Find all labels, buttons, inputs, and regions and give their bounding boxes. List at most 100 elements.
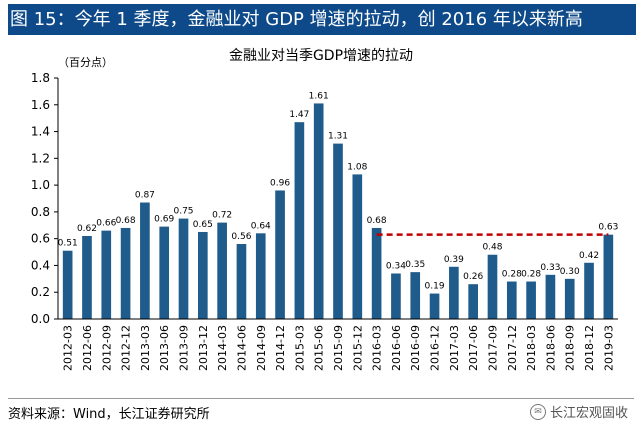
bar <box>159 226 170 319</box>
bar-value-label: 0.42 <box>579 251 599 261</box>
bar-value-label: 1.08 <box>347 162 367 172</box>
bar-value-label: 0.30 <box>560 267 580 277</box>
watermark: ✉ 长江宏观固收 <box>529 402 628 421</box>
x-axis: 2012-03 2012-06 2012-09 2012-12 2013-03 2013-… <box>58 318 618 371</box>
bar <box>120 227 131 319</box>
bar-value-label: 0.69 <box>154 215 174 225</box>
bar-value-label: 0.48 <box>482 243 502 253</box>
x-tick-label: 2019-03 <box>602 325 615 371</box>
x-tick-label: 2013-12 <box>197 325 210 371</box>
chart-title: 金融业对当季GDP增速的拉动 <box>229 48 413 64</box>
y-tick-label: 0.4 <box>31 258 50 272</box>
x-tick-label: 2014-06 <box>235 325 248 371</box>
bar-value-label: 0.28 <box>521 270 541 280</box>
bar <box>487 254 498 319</box>
x-tick-label: 2013-06 <box>158 325 171 371</box>
bar <box>545 274 556 319</box>
x-tick-label: 2015-09 <box>332 325 345 371</box>
x-tick-label: 2014-09 <box>255 325 268 371</box>
y-tick-label: 1.0 <box>31 178 50 192</box>
x-tick-label: 2014-03 <box>216 325 229 371</box>
y-tick-label: 0.2 <box>31 285 50 299</box>
source-note: 资料来源：Wind，长江证券研究所 <box>8 407 210 422</box>
footer-divider <box>8 398 634 399</box>
bar-value-label: 0.35 <box>405 260 425 270</box>
watermark-text: 长江宏观固收 <box>549 406 628 421</box>
x-tick-label: 2018-06 <box>544 325 557 371</box>
bar <box>313 103 324 319</box>
bar-value-label: 0.87 <box>135 191 155 201</box>
bar-value-label: 0.63 <box>598 223 618 233</box>
bar-value-label: 0.68 <box>116 216 136 226</box>
x-tick-label: 2017-12 <box>506 325 519 371</box>
y-tick-label: 1.8 <box>31 71 50 85</box>
bar <box>255 233 266 319</box>
bar <box>101 230 112 319</box>
bar-value-label: 1.31 <box>328 132 348 142</box>
bar <box>564 278 575 319</box>
bar-value-label: 0.75 <box>173 207 193 217</box>
bar <box>140 202 150 319</box>
bar-value-label: 0.62 <box>77 224 97 234</box>
bar <box>198 231 208 319</box>
x-tick-label: 2012-12 <box>120 325 133 371</box>
x-tick-label: 2017-09 <box>486 325 499 371</box>
bar <box>468 284 478 319</box>
y-axis-unit-label: （百分点） <box>58 56 113 69</box>
bar <box>352 174 363 319</box>
y-tick-label: 1.4 <box>31 125 50 139</box>
x-tick-label: 2012-06 <box>81 325 94 371</box>
bar <box>82 235 92 319</box>
x-tick-label: 2016-06 <box>390 325 403 371</box>
bar-value-label: 0.19 <box>425 282 445 292</box>
x-tick-label: 2012-03 <box>62 325 75 371</box>
x-tick-label: 2016-12 <box>429 325 442 371</box>
wechat-icon: ✉ <box>529 403 546 420</box>
y-tick-label: 0.6 <box>31 232 50 246</box>
bar-value-label: 1.61 <box>309 91 329 101</box>
bar <box>275 190 285 319</box>
bar <box>603 234 614 319</box>
bar <box>391 273 401 319</box>
bar-value-label: 0.66 <box>96 219 116 229</box>
bar-value-label: 0.72 <box>212 211 232 221</box>
x-tick-label: 2012-09 <box>100 325 113 371</box>
bar <box>506 281 517 319</box>
x-tick-label: 2015-12 <box>351 325 364 371</box>
bar-value-label: 0.65 <box>193 220 213 230</box>
x-tick-label: 2018-09 <box>564 325 577 371</box>
bar-value-label: 0.39 <box>444 255 464 265</box>
bar <box>333 143 343 319</box>
x-tick-label: 2018-03 <box>525 325 538 371</box>
bar <box>449 266 459 319</box>
x-tick-label: 2017-03 <box>448 325 461 371</box>
figure-title: 图 15：今年 1 季度，金融业对 GDP 增速的拉动，创 2016 年以来新高 <box>8 4 636 35</box>
bar-value-label: 0.64 <box>251 221 271 231</box>
bar <box>62 250 73 319</box>
bar <box>217 222 227 319</box>
bar-chart: 金融业对当季GDP增速的拉动 （百分点） 0.0 0.2 0.4 0.6 0.8 1.0 1… <box>31 48 619 371</box>
x-tick-label: 2015-06 <box>313 325 326 371</box>
bar <box>178 218 189 319</box>
y-tick-label: 1.2 <box>31 151 50 165</box>
y-tick-label: 0.8 <box>31 205 50 219</box>
bar-value-label: 0.56 <box>231 232 251 242</box>
y-tick-label: 1.6 <box>31 98 50 112</box>
bar-value-label: 0.33 <box>540 263 560 273</box>
bar <box>410 272 421 319</box>
x-tick-label: 2018-12 <box>583 325 596 371</box>
bar-value-label: 0.51 <box>58 239 78 249</box>
bar-value-label: 0.34 <box>386 261 406 271</box>
bar <box>294 122 305 319</box>
y-axis: 0.0 0.2 0.4 0.6 0.8 1.0 1.2 1.4 1.6 1.8 <box>31 71 59 326</box>
value-labels-group: 0.510.620.66 0.680.870.690.750.650.720.56… <box>58 91 619 291</box>
bar-value-label: 0.26 <box>463 272 483 282</box>
bar <box>236 244 247 319</box>
bar <box>371 227 382 319</box>
x-tick-label: 2017-06 <box>467 325 480 371</box>
y-tick-label: 0.0 <box>31 312 50 326</box>
x-tick-label: 2013-09 <box>178 325 191 371</box>
x-tick-label: 2014-12 <box>274 325 287 371</box>
x-tick-label: 2013-03 <box>139 325 152 371</box>
bar-value-label: 0.68 <box>367 216 387 226</box>
